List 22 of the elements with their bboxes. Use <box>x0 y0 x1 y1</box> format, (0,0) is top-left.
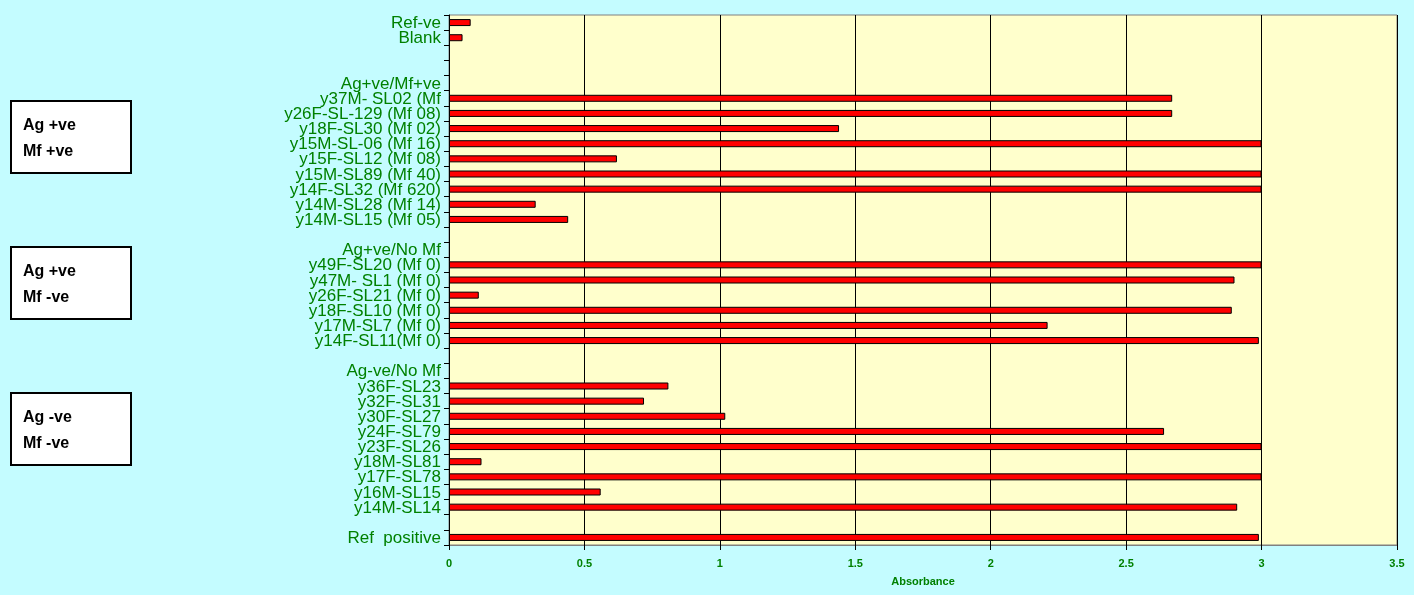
bar <box>449 19 471 27</box>
text: Ag +ve Mf +ve <box>23 115 77 159</box>
bar <box>449 200 536 208</box>
x-tick-label: 3 <box>1258 556 1265 569</box>
bar <box>449 34 463 42</box>
x-axis-title: Absorbance <box>891 574 955 587</box>
x-tick-label: 2.5 <box>1118 556 1134 569</box>
y-tick-label: Ag-ve/No Mf <box>346 361 442 381</box>
y-tick-label: Blank <box>398 28 442 48</box>
x-tick-label: 1 <box>716 556 723 569</box>
text: Ag +ve Mf -ve <box>23 261 77 305</box>
bar <box>449 215 569 223</box>
x-tick-label: 0.5 <box>576 556 593 569</box>
y-tick-label: Ref positive <box>347 527 441 547</box>
x-tick-label: 2 <box>987 556 994 569</box>
text: Ag -ve Mf -ve <box>23 407 72 451</box>
bar <box>449 458 482 466</box>
x-tick-label: 3.5 <box>1389 556 1405 569</box>
y-tick-label: Ag+ve/Mf+ve <box>340 73 441 93</box>
x-tick-label: 0 <box>445 556 453 569</box>
x-tick-label: 1.5 <box>847 556 863 569</box>
bar <box>449 291 479 299</box>
